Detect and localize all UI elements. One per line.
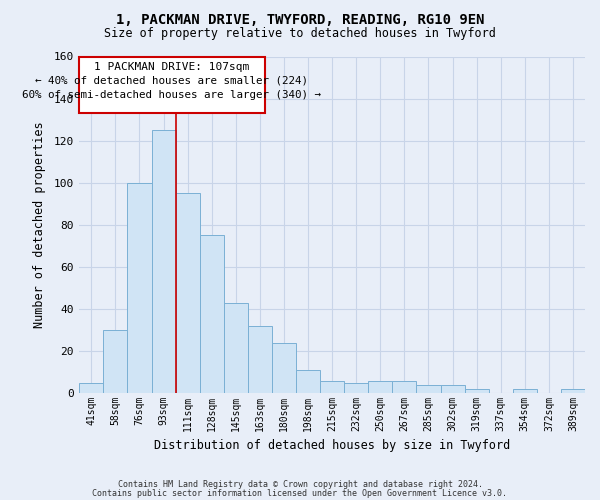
Text: ← 40% of detached houses are smaller (224): ← 40% of detached houses are smaller (22… xyxy=(35,76,308,86)
Bar xyxy=(368,380,392,393)
Text: 60% of semi-detached houses are larger (340) →: 60% of semi-detached houses are larger (… xyxy=(22,90,322,100)
Bar xyxy=(103,330,127,393)
Bar xyxy=(151,130,176,393)
Y-axis label: Number of detached properties: Number of detached properties xyxy=(34,122,47,328)
Bar xyxy=(513,389,537,393)
Bar xyxy=(561,389,585,393)
Bar xyxy=(79,382,103,393)
Bar xyxy=(320,380,344,393)
Text: 1 PACKMAN DRIVE: 107sqm: 1 PACKMAN DRIVE: 107sqm xyxy=(94,62,250,72)
Bar xyxy=(416,384,440,393)
Bar xyxy=(296,370,320,393)
Bar xyxy=(272,342,296,393)
FancyBboxPatch shape xyxy=(79,56,265,114)
Bar xyxy=(224,302,248,393)
Text: Size of property relative to detached houses in Twyford: Size of property relative to detached ho… xyxy=(104,28,496,40)
Text: 1, PACKMAN DRIVE, TWYFORD, READING, RG10 9EN: 1, PACKMAN DRIVE, TWYFORD, READING, RG10… xyxy=(116,12,484,26)
Bar xyxy=(440,384,464,393)
Bar xyxy=(248,326,272,393)
Text: Contains HM Land Registry data © Crown copyright and database right 2024.: Contains HM Land Registry data © Crown c… xyxy=(118,480,482,489)
Bar xyxy=(200,236,224,393)
Bar xyxy=(176,194,200,393)
Bar xyxy=(464,389,488,393)
Bar xyxy=(344,382,368,393)
X-axis label: Distribution of detached houses by size in Twyford: Distribution of detached houses by size … xyxy=(154,440,510,452)
Bar xyxy=(127,182,151,393)
Bar xyxy=(392,380,416,393)
Text: Contains public sector information licensed under the Open Government Licence v3: Contains public sector information licen… xyxy=(92,488,508,498)
